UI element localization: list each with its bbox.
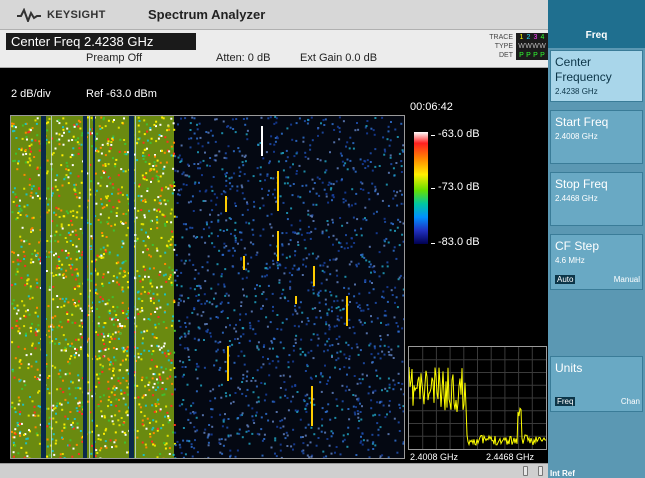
center-frequency-softkey[interactable]: Center Frequency 2.4238 GHz xyxy=(550,50,643,102)
mini-spectrum-canvas xyxy=(409,347,546,449)
atten-status: Atten: 0 dB xyxy=(216,52,271,64)
toggle-freq[interactable]: Freq xyxy=(555,397,576,406)
int-ref-status: Int Ref xyxy=(550,469,575,478)
title-bar: KEYSIGHT Spectrum Analyzer xyxy=(0,0,548,30)
mini-start-freq: 2.4008 GHz xyxy=(410,452,459,462)
measurement-display[interactable]: 2 dB/div Ref -63.0 dBm 00:06:42 -63.0 dB… xyxy=(0,68,548,463)
trace-num: 3 xyxy=(533,34,538,41)
softkey-panel: Freq Center Frequency 2.4238 GHz Start F… xyxy=(548,0,645,478)
mini-spectrum-plot[interactable] xyxy=(408,346,547,450)
softkey-label: Units xyxy=(555,361,583,375)
softkey-value: 4.6 MHz xyxy=(555,256,585,265)
units-toggle[interactable]: Freq Chan xyxy=(555,397,640,406)
scale-per-div: 2 dB/div xyxy=(11,88,51,100)
det-val: P xyxy=(519,52,524,59)
cf-step-softkey[interactable]: CF Step 4.6 MHz Auto Manual xyxy=(550,234,643,290)
brand-name: KEYSIGHT xyxy=(47,9,106,21)
colorbar-tick xyxy=(431,188,435,189)
toggle-manual[interactable]: Manual xyxy=(613,275,640,284)
cf-step-toggle[interactable]: Auto Manual xyxy=(555,275,640,284)
preamp-status: Preamp Off xyxy=(86,52,143,64)
battery-icon xyxy=(538,466,543,476)
trace-num: 4 xyxy=(540,34,545,41)
center-freq-readout[interactable]: Center Freq 2.4238 GHz xyxy=(6,33,196,50)
colorbar-tick xyxy=(431,243,435,244)
det-val: P xyxy=(540,52,545,59)
stop-freq-softkey[interactable]: Stop Freq 2.4468 GHz xyxy=(550,172,643,226)
det-val: P xyxy=(526,52,531,59)
softkey-label: CF Step xyxy=(555,239,600,253)
mini-stop-freq: 2.4468 GHz xyxy=(486,452,535,462)
type-val: W xyxy=(532,43,539,50)
menu-title: Freq xyxy=(548,0,645,48)
softkey-label: Stop Freq xyxy=(555,177,608,191)
brand-logo: KEYSIGHT xyxy=(16,8,106,22)
colorbar-mid-label: -73.0 dB xyxy=(438,181,480,193)
start-freq-softkey[interactable]: Start Freq 2.4008 GHz xyxy=(550,110,643,164)
type-label: TYPE xyxy=(494,43,513,50)
colorbar-top-label: -63.0 dB xyxy=(438,128,480,140)
softkey-value: 2.4238 GHz xyxy=(555,87,598,96)
trace-indicator: TRACE 1 2 3 4 TYPE W W W W DET P P P P xyxy=(470,33,548,60)
app-title: Spectrum Analyzer xyxy=(148,7,266,22)
colorbar-bottom-label: -83.0 dB xyxy=(438,236,480,248)
status-bar xyxy=(0,463,548,478)
type-val: W xyxy=(539,43,546,50)
trace-label: TRACE xyxy=(489,34,513,41)
det-label: DET xyxy=(499,52,513,59)
colorbar-tick xyxy=(431,135,435,136)
measurement-info-bar: Center Freq 2.4238 GHz Preamp Off Atten:… xyxy=(0,30,548,68)
color-scale-bar xyxy=(414,132,428,244)
softkey-value: 2.4008 GHz xyxy=(555,132,598,141)
keysight-wave-icon xyxy=(17,8,41,22)
toggle-auto[interactable]: Auto xyxy=(555,275,576,284)
softkey-label: Start Freq xyxy=(555,115,609,129)
type-val: W xyxy=(518,43,525,50)
toggle-chan[interactable]: Chan xyxy=(620,397,640,406)
units-softkey[interactable]: Units Freq Chan xyxy=(550,356,643,412)
type-val: W xyxy=(525,43,532,50)
softkey-value: 2.4468 GHz xyxy=(555,194,598,203)
ext-gain-status: Ext Gain 0.0 dB xyxy=(300,52,378,64)
softkey-label: Center Frequency xyxy=(555,55,612,84)
det-val: P xyxy=(533,52,538,59)
spectrogram-canvas xyxy=(11,116,404,458)
trace-num: 2 xyxy=(526,34,531,41)
elapsed-timer: 00:06:42 xyxy=(410,101,453,113)
spectrogram-plot[interactable] xyxy=(10,115,405,459)
trace-num: 1 xyxy=(519,34,524,41)
ref-level: Ref -63.0 dBm xyxy=(86,88,157,100)
usb-icon xyxy=(523,466,528,476)
